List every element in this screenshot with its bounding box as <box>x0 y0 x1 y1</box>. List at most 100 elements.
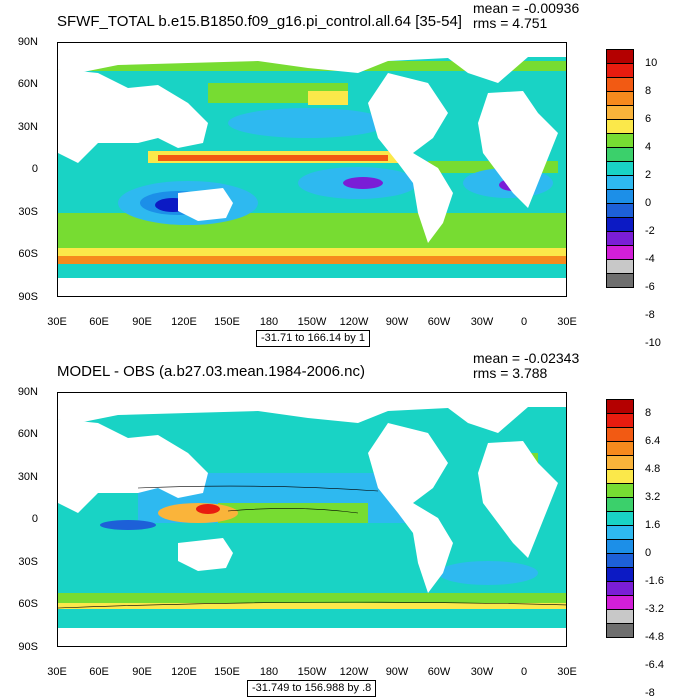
x-axis-label: 150E <box>214 666 240 678</box>
colorbar-swatch <box>606 175 634 190</box>
colorbar-swatch <box>606 595 634 610</box>
panel-title: SFWF_TOTAL b.e15.B1850.f09_g16.pi_contro… <box>57 13 462 30</box>
colorbar-swatch <box>606 231 634 246</box>
colorbar-label: -8 <box>645 687 655 699</box>
x-axis-label: 120E <box>171 316 197 328</box>
colorbar-swatch <box>606 105 634 120</box>
colorbar-swatch <box>606 49 634 64</box>
colorbar-label: 0 <box>645 547 652 559</box>
x-axis-label: 180 <box>259 316 279 328</box>
x-axis-label: 60E <box>89 666 109 678</box>
contour-range-label: -31.71 to 166.14 by 1 <box>256 330 370 347</box>
x-axis-label: 150W <box>297 666 327 678</box>
x-axis-label: 30E <box>557 316 577 328</box>
colorbar-swatch <box>606 63 634 78</box>
colorbar-swatch <box>606 147 634 162</box>
x-axis-label: 120W <box>339 666 369 678</box>
colorbar-swatch <box>606 189 634 204</box>
colorbar-label: -6.4 <box>645 659 664 671</box>
y-axis-label: 30N <box>17 471 38 483</box>
x-axis-label: 30E <box>557 666 577 678</box>
colorbar-swatch <box>606 273 634 288</box>
colorbar-swatch <box>606 581 634 596</box>
colorbar-label: 8 <box>645 85 652 97</box>
colorbar-swatch <box>606 609 634 624</box>
y-axis-label: 30N <box>17 121 38 133</box>
colorbar-swatch <box>606 511 634 526</box>
x-axis-label: 90E <box>132 666 152 678</box>
y-axis-label: 60N <box>17 78 38 90</box>
y-axis-label: 0 <box>31 163 38 175</box>
colorbar-swatch <box>606 623 634 638</box>
y-axis-label: 90S <box>18 641 38 653</box>
x-axis-label: 180 <box>259 666 279 678</box>
colorbar-swatch <box>606 455 634 470</box>
colorbar-label: -4 <box>645 253 655 265</box>
world-map <box>57 392 567 647</box>
colorbar-swatch <box>606 245 634 260</box>
y-axis-label: 90S <box>18 291 38 303</box>
x-axis-label: 30W <box>470 666 494 678</box>
colorbar-swatch <box>606 567 634 582</box>
panel-sfwf-total: SFWF_TOTAL b.e15.B1850.f09_g16.pi_contro… <box>17 0 661 349</box>
colorbar-label: 4.8 <box>645 463 661 475</box>
colorbar-swatch <box>606 413 634 428</box>
x-axis-label: 60E <box>89 316 109 328</box>
colorbar-label: -2 <box>645 225 655 237</box>
y-axis-label: 30S <box>18 556 38 568</box>
colorbar-swatch <box>606 553 634 568</box>
x-axis-label: 0 <box>520 316 528 328</box>
x-axis-label: 120E <box>171 666 197 678</box>
mean-value: mean = -0.00936 <box>473 0 580 16</box>
y-axis-label: 60S <box>18 598 38 610</box>
colorbar <box>606 399 634 638</box>
colorbar-swatch <box>606 483 634 498</box>
colorbar-swatch <box>606 525 634 540</box>
y-axis-label: 90N <box>17 36 38 48</box>
x-axis-label: 60W <box>427 316 451 328</box>
y-axis-label: 60N <box>17 428 38 440</box>
x-axis-label: 120W <box>339 316 369 328</box>
x-axis-label: 0 <box>520 666 528 678</box>
panel-model-minus-obs: MODEL - OBS (a.b27.03.mean.1984-2006.nc)… <box>0 350 700 700</box>
x-axis-label: 150W <box>297 316 327 328</box>
colorbar-label: -6 <box>645 281 655 293</box>
colorbar-label: 6 <box>645 113 652 125</box>
x-axis-label: 30E <box>47 666 67 678</box>
colorbar-label: -4.8 <box>645 631 664 643</box>
colorbar-swatch <box>606 161 634 176</box>
colorbar-swatch <box>606 217 634 232</box>
colorbar-swatch <box>606 203 634 218</box>
colorbar-swatch <box>606 133 634 148</box>
colorbar-label: 1.6 <box>645 519 661 531</box>
colorbar <box>606 49 634 288</box>
panel-title: MODEL - OBS (a.b27.03.mean.1984-2006.nc) <box>57 363 365 380</box>
x-axis-label: 30W <box>470 316 494 328</box>
mean-value: mean = -0.02343 <box>473 350 580 366</box>
colorbar-label: -10 <box>645 337 661 349</box>
world-map <box>57 42 567 297</box>
rms-value: rms = 3.788 <box>473 365 548 381</box>
colorbar-swatch <box>606 539 634 554</box>
y-axis-label: 60S <box>18 248 38 260</box>
colorbar-swatch <box>606 441 634 456</box>
rms-value: rms = 4.751 <box>473 15 548 31</box>
colorbar-swatch <box>606 259 634 274</box>
colorbar-label: 10 <box>645 57 658 69</box>
y-axis-label: 30S <box>18 206 38 218</box>
colorbar-swatch <box>606 469 634 484</box>
y-axis-label: 0 <box>31 513 38 525</box>
colorbar-label: -1.6 <box>645 575 664 587</box>
colorbar-label: -3.2 <box>645 603 664 615</box>
colorbar-label: 2 <box>645 169 652 181</box>
x-axis-label: 30E <box>47 316 67 328</box>
colorbar-swatch <box>606 399 634 414</box>
colorbar-swatch <box>606 77 634 92</box>
colorbar-label: -8 <box>645 309 655 321</box>
x-axis-label: 90E <box>132 316 152 328</box>
colorbar-swatch <box>606 119 634 134</box>
colorbar-label: 0 <box>645 197 652 209</box>
x-axis-label: 90W <box>385 666 409 678</box>
colorbar-swatch <box>606 497 634 512</box>
x-axis-label: 150E <box>214 316 240 328</box>
